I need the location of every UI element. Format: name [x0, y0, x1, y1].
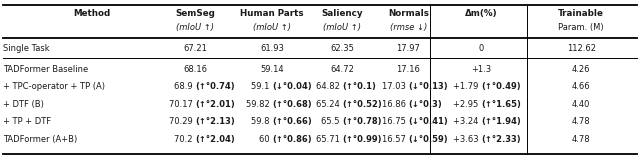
- Text: TADFormer (A+B): TADFormer (A+B): [3, 135, 77, 144]
- Text: 59.14: 59.14: [260, 65, 284, 74]
- Text: (mIoU ↑): (mIoU ↑): [323, 23, 362, 32]
- Text: 65.24: 65.24: [316, 100, 342, 109]
- Text: (↓°0.3): (↓°0.3): [408, 100, 442, 109]
- Text: (↑°0.86): (↑°0.86): [272, 135, 312, 144]
- Text: (↑°0.68): (↑°0.68): [272, 100, 312, 109]
- Text: Human Parts: Human Parts: [240, 9, 304, 18]
- Text: 16.86: 16.86: [381, 100, 408, 109]
- Text: +3.63: +3.63: [453, 135, 481, 144]
- Text: (↓°0.13): (↓°0.13): [408, 82, 448, 91]
- Text: 68.9: 68.9: [174, 82, 195, 91]
- Text: (↑°1.94): (↑°1.94): [481, 117, 521, 126]
- Text: Method: Method: [74, 9, 111, 18]
- Text: (↓°0.59): (↓°0.59): [408, 135, 448, 144]
- Text: + TP + DTF: + TP + DTF: [3, 117, 51, 126]
- Text: 59.8: 59.8: [251, 117, 272, 126]
- Text: 0: 0: [479, 44, 484, 53]
- Text: (mIoU ↑): (mIoU ↑): [253, 23, 291, 32]
- Text: 67.21: 67.21: [183, 44, 207, 53]
- Text: Saliency: Saliency: [321, 9, 364, 18]
- Text: + DTF (B): + DTF (B): [3, 100, 44, 109]
- Text: Single Task: Single Task: [3, 44, 50, 53]
- Text: 70.17: 70.17: [169, 100, 195, 109]
- Text: 70.29: 70.29: [169, 117, 195, 126]
- Text: 4.78: 4.78: [572, 117, 591, 126]
- Text: 17.03: 17.03: [382, 82, 408, 91]
- Text: 112.62: 112.62: [566, 44, 596, 53]
- Text: +2.95: +2.95: [453, 100, 481, 109]
- Text: 68.16: 68.16: [183, 65, 207, 74]
- Text: 60: 60: [259, 135, 272, 144]
- Text: +1.79: +1.79: [453, 82, 481, 91]
- Text: (↑°2.01): (↑°2.01): [195, 100, 235, 109]
- Text: 17.97: 17.97: [396, 44, 420, 53]
- Text: 17.16: 17.16: [396, 65, 420, 74]
- Text: (rmse ↓): (rmse ↓): [390, 23, 427, 32]
- Text: 4.26: 4.26: [572, 65, 590, 74]
- Text: +1.3: +1.3: [471, 65, 492, 74]
- Text: 59.1: 59.1: [251, 82, 272, 91]
- Text: (↑°2.13): (↑°2.13): [195, 117, 235, 126]
- Text: 4.40: 4.40: [572, 100, 590, 109]
- Text: TADFormer Baseline: TADFormer Baseline: [3, 65, 88, 74]
- Text: 4.66: 4.66: [572, 82, 591, 91]
- Text: Trainable: Trainable: [558, 9, 604, 18]
- Text: (↓°0.41): (↓°0.41): [408, 117, 448, 126]
- Text: (↑°0.49): (↑°0.49): [481, 82, 521, 91]
- Text: 64.72: 64.72: [330, 65, 355, 74]
- Text: Param. (M): Param. (M): [558, 23, 604, 32]
- Text: Normals: Normals: [388, 9, 429, 18]
- Text: (↑°0.74): (↑°0.74): [195, 82, 235, 91]
- Text: (↓°0.04): (↓°0.04): [272, 82, 312, 91]
- Text: Δm(%): Δm(%): [465, 9, 497, 18]
- Text: (↑°1.65): (↑°1.65): [481, 100, 521, 109]
- Text: 61.93: 61.93: [260, 44, 284, 53]
- Text: (mIoU ↑): (mIoU ↑): [176, 23, 214, 32]
- Text: 64.82: 64.82: [316, 82, 342, 91]
- Text: 16.57: 16.57: [382, 135, 408, 144]
- Text: + TPC-operator + TP (A): + TPC-operator + TP (A): [3, 82, 105, 91]
- Text: SemSeg: SemSeg: [175, 9, 215, 18]
- Text: 4.78: 4.78: [572, 135, 591, 144]
- Text: 62.35: 62.35: [330, 44, 355, 53]
- Text: 59.82: 59.82: [246, 100, 272, 109]
- Text: 65.5: 65.5: [321, 117, 342, 126]
- Text: +3.24: +3.24: [453, 117, 481, 126]
- Text: 16.75: 16.75: [382, 117, 408, 126]
- Text: (↑°0.1): (↑°0.1): [342, 82, 376, 91]
- Text: (↑°0.66): (↑°0.66): [272, 117, 312, 126]
- Text: (↑°0.78): (↑°0.78): [342, 117, 382, 126]
- Text: (↑°0.99): (↑°0.99): [342, 135, 382, 144]
- Text: (↑°0.52): (↑°0.52): [342, 100, 382, 109]
- Text: (↑°2.04): (↑°2.04): [195, 135, 235, 144]
- Text: 70.2: 70.2: [174, 135, 195, 144]
- Text: 65.71: 65.71: [316, 135, 342, 144]
- Text: (↑°2.33): (↑°2.33): [481, 135, 521, 144]
